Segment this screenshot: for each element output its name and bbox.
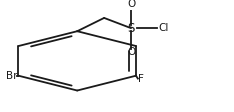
Text: F: F (138, 74, 144, 84)
Text: O: O (127, 0, 135, 9)
Text: Br: Br (6, 71, 17, 81)
Text: Cl: Cl (158, 23, 168, 33)
Text: S: S (127, 22, 135, 35)
Text: O: O (127, 47, 135, 57)
